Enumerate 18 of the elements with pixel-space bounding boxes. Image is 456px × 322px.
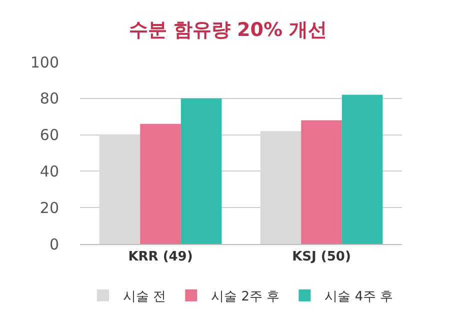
y-tick-label: 80 (40, 90, 59, 108)
y-tick-label: 0 (49, 235, 59, 254)
chart-title: 수분 함유량 20% 개선 (128, 18, 328, 41)
bar (260, 131, 302, 244)
bar (180, 98, 222, 244)
bar (140, 124, 181, 244)
y-tick-label: 40 (40, 162, 59, 180)
legend-label: 시술 전 (123, 289, 166, 304)
bar (342, 94, 383, 244)
bar (301, 120, 342, 244)
legend-label: 시술 4주 후 (324, 289, 394, 304)
legend-label: 시술 2주 후 (211, 289, 280, 304)
x-tick-label: KSJ (50) (292, 250, 351, 265)
x-tick-label: KRR (49) (128, 250, 193, 265)
y-tick-label: 60 (40, 126, 59, 144)
bar (99, 134, 140, 244)
y-tick-label: 100 (30, 53, 59, 72)
y-tick-label: 20 (40, 198, 59, 217)
